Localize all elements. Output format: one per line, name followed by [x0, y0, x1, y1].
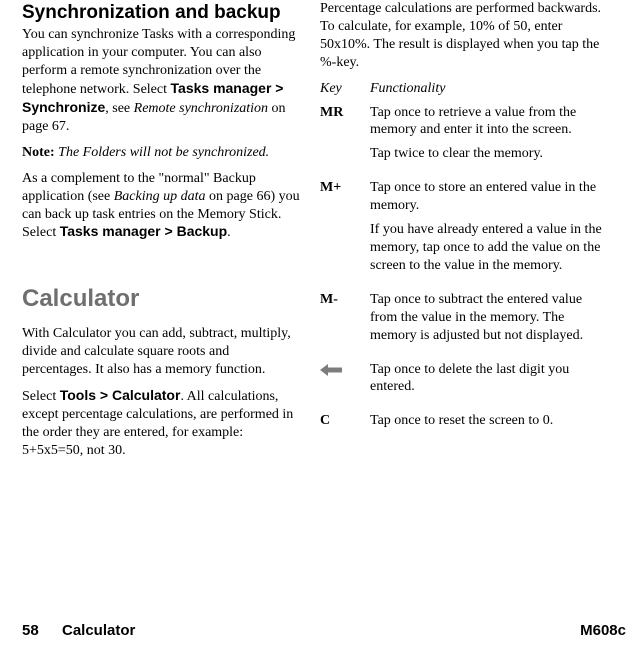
header-key: Key — [320, 80, 370, 98]
percentage-intro: Percentage calculations are performed ba… — [320, 0, 608, 72]
back-arrow-icon — [320, 361, 370, 403]
footer-section: Calculator — [62, 621, 580, 640]
fn-backspace-1: Tap once to delete the last digit you en… — [370, 361, 608, 397]
header-functionality: Functionality — [370, 80, 445, 98]
fn-mplus-1: Tap once to store an entered value in th… — [370, 179, 608, 215]
key-mr: MR — [320, 104, 370, 170]
row-backspace: Tap once to delete the last digit you en… — [320, 361, 608, 403]
fn-mr-1: Tap once to retrieve a value from the me… — [370, 104, 608, 140]
fn-c-1: Tap once to reset the screen to 0. — [370, 412, 608, 430]
footer: 58 Calculator M608c — [22, 621, 626, 640]
page: Synchronization and backup You can synch… — [0, 0, 634, 654]
fn-backspace: Tap once to delete the last digit you en… — [370, 361, 608, 403]
fn-mplus-2: If you have already entered a value in t… — [370, 221, 608, 275]
fn-mplus: Tap once to store an entered value in th… — [370, 179, 608, 281]
ref-backing-up-data: Backing up data — [114, 189, 206, 204]
row-mminus: M- Tap once to subtract the entered valu… — [320, 291, 608, 351]
row-c: C Tap once to reset the screen to 0. — [320, 412, 608, 436]
fn-mr-2: Tap twice to clear the memory. — [370, 145, 608, 163]
calc-paragraph-1: With Calculator you can add, subtract, m… — [22, 325, 300, 379]
menu-path-tasks-backup: Tasks manager > Backup — [60, 223, 227, 239]
fn-mminus-1: Tap once to subtract the entered value f… — [370, 291, 608, 345]
columns: Synchronization and backup You can synch… — [22, 0, 626, 467]
sync-paragraph-2: As a complement to the "normal" Backup a… — [22, 170, 300, 243]
page-number: 58 — [22, 621, 62, 640]
fn-mminus: Tap once to subtract the entered value f… — [370, 291, 608, 351]
calculator-heading: Calculator — [22, 284, 300, 315]
fn-c: Tap once to reset the screen to 0. — [370, 412, 608, 436]
text: . — [227, 225, 231, 240]
text: Select — [22, 389, 60, 404]
footer-model: M608c — [580, 621, 626, 640]
left-column: Synchronization and backup You can synch… — [22, 0, 300, 467]
key-c: C — [320, 412, 370, 436]
sync-paragraph-1: You can synchronize Tasks with a corresp… — [22, 26, 300, 135]
calc-paragraph-2: Select Tools > Calculator. All calculati… — [22, 387, 300, 460]
right-column: Percentage calculations are performed ba… — [320, 0, 608, 467]
text: , see — [105, 101, 133, 116]
ref-remote-sync: Remote synchronization — [134, 101, 268, 116]
key-functionality-header: Key Functionality — [320, 80, 608, 98]
sync-backup-heading: Synchronization and backup — [22, 2, 300, 24]
note-label: Note: — [22, 145, 55, 160]
fn-mr: Tap once to retrieve a value from the me… — [370, 104, 608, 170]
key-mplus: M+ — [320, 179, 370, 281]
row-mplus: M+ Tap once to store an entered value in… — [320, 179, 608, 281]
menu-path-tools-calculator: Tools > Calculator — [60, 387, 181, 403]
note-line: Note: The Folders will not be synchroniz… — [22, 144, 300, 162]
key-mminus: M- — [320, 291, 370, 351]
note-text: The Folders will not be synchronized. — [55, 145, 270, 160]
row-mr: MR Tap once to retrieve a value from the… — [320, 104, 608, 170]
